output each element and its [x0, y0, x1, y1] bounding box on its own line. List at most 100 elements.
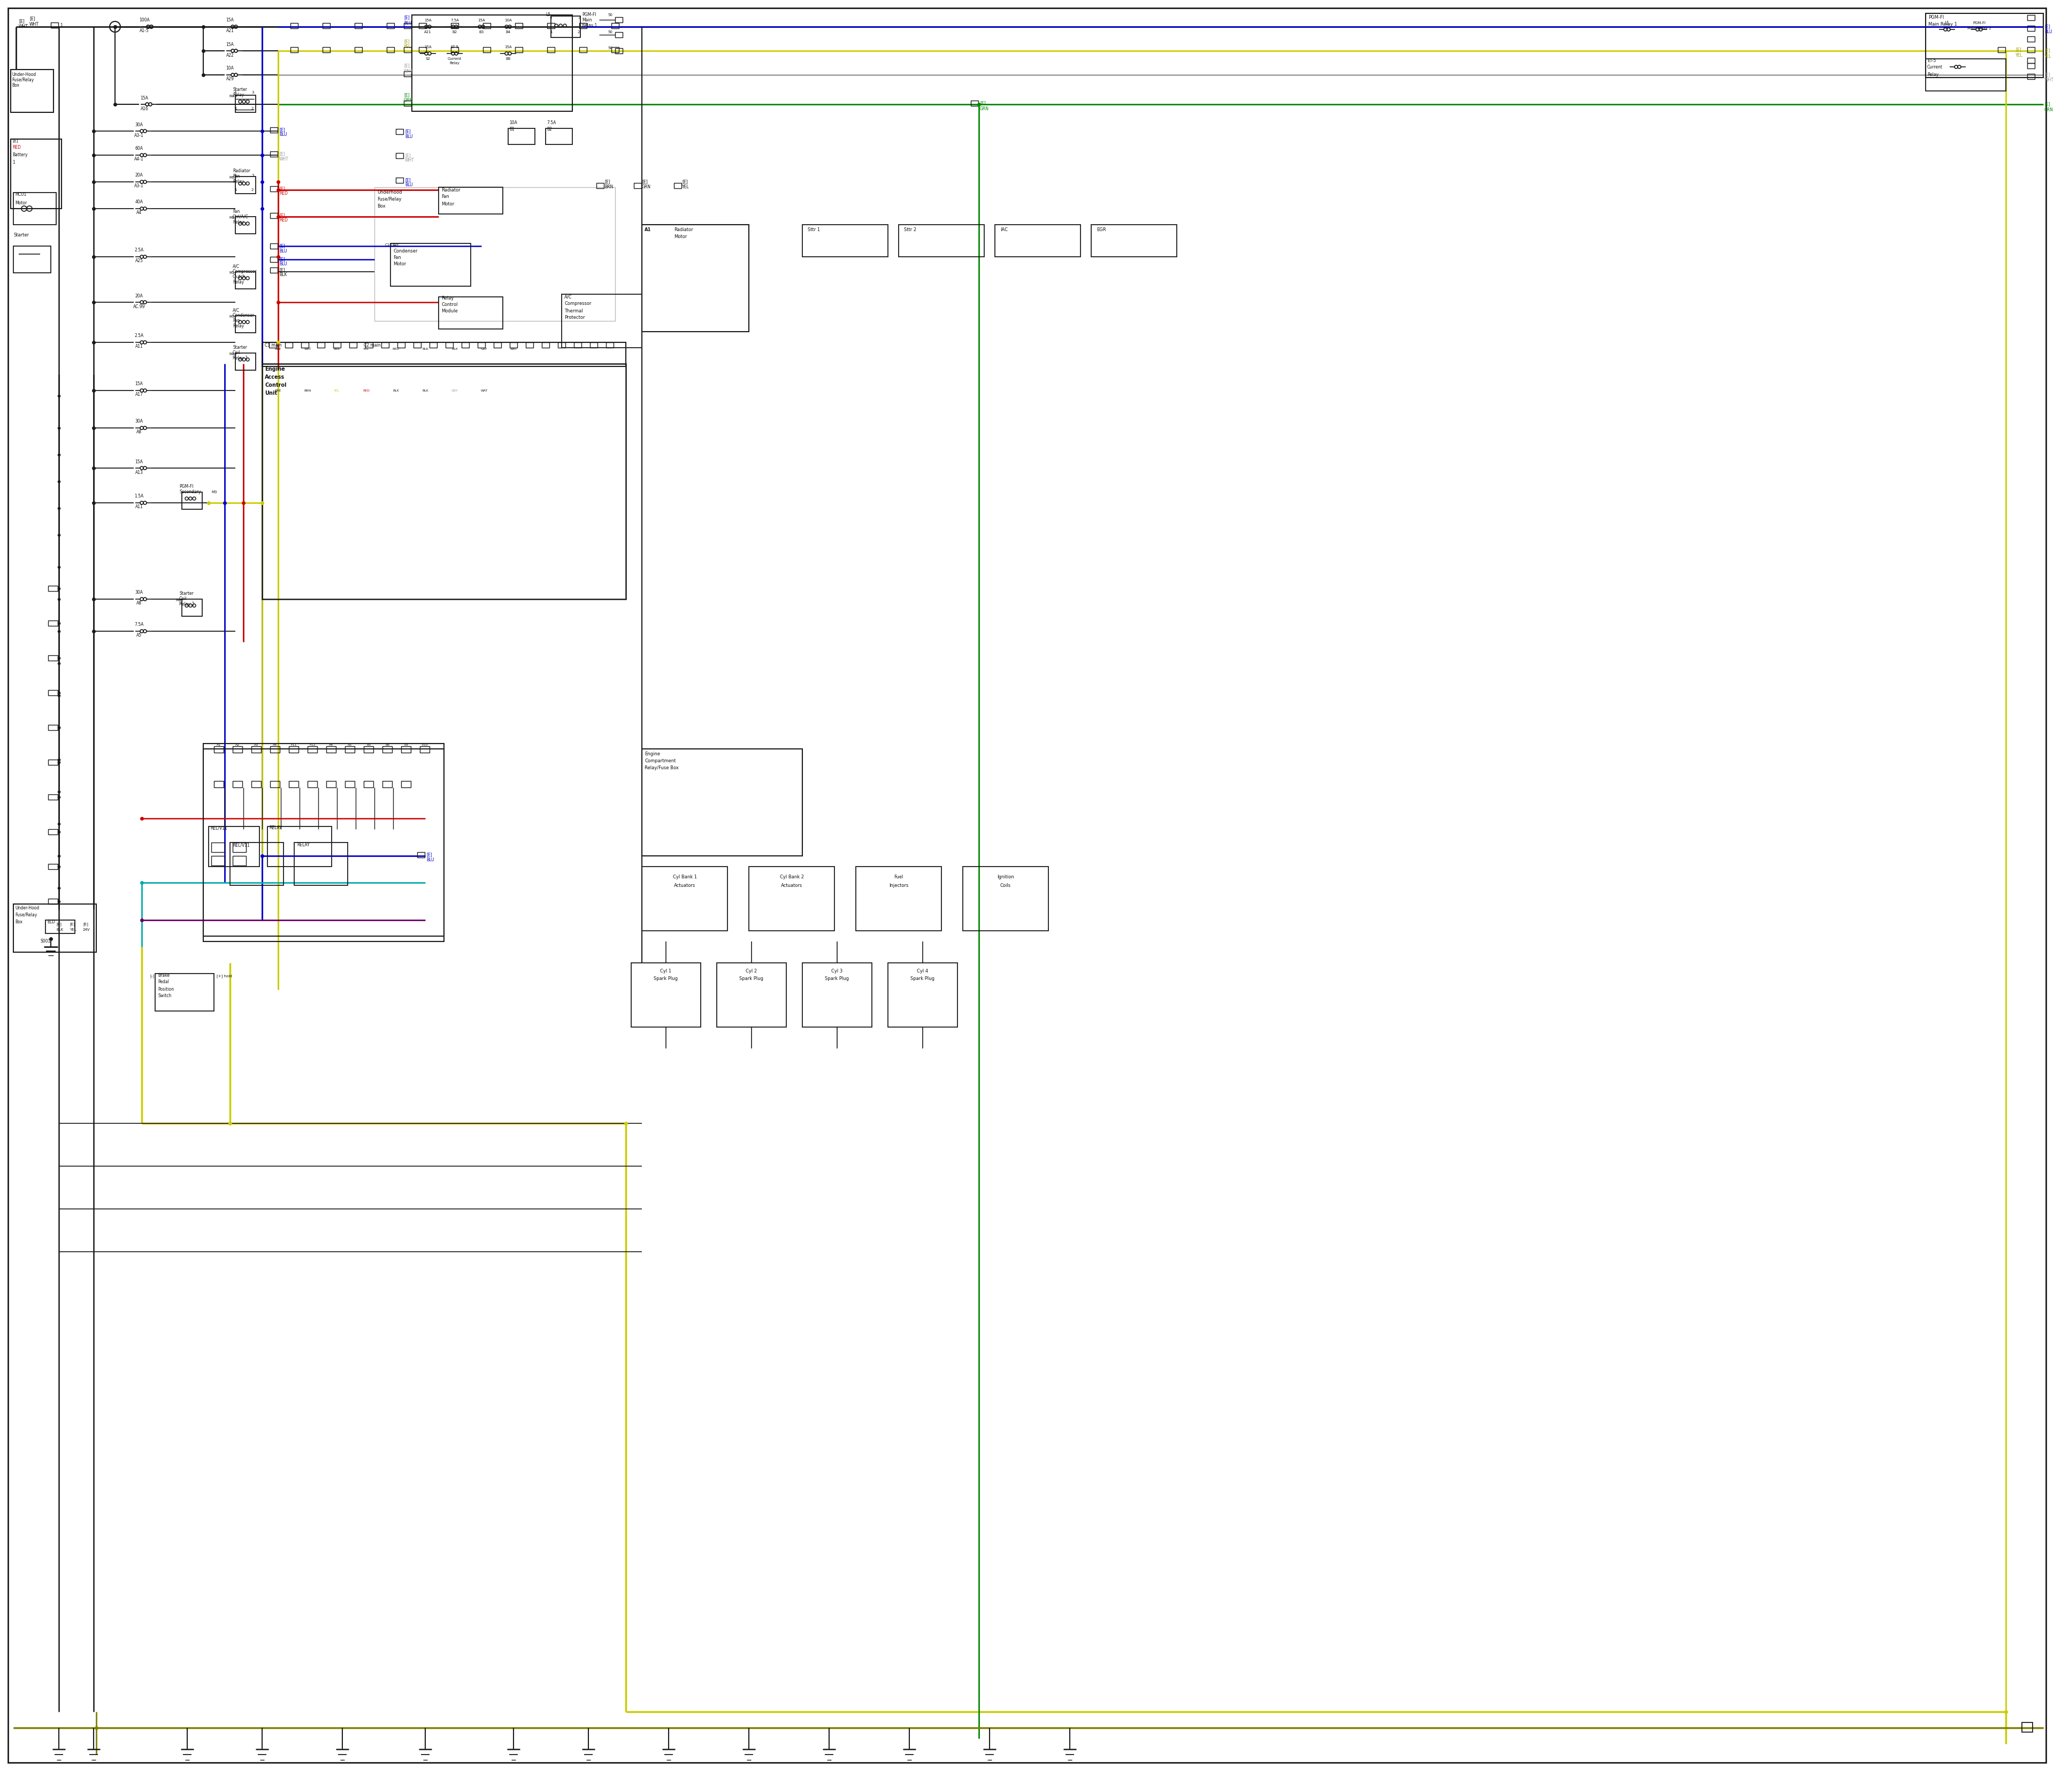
Bar — [579, 23, 587, 29]
Text: WAT: WAT — [481, 389, 487, 392]
Text: [E]: [E] — [279, 244, 286, 249]
Text: B4: B4 — [505, 30, 511, 34]
Text: 3: 3 — [251, 174, 255, 177]
Text: 7.5A: 7.5A — [134, 622, 144, 627]
Bar — [386, 47, 394, 52]
Bar — [2027, 14, 2036, 20]
Text: 24V: 24V — [82, 928, 90, 932]
Text: Compressor: Compressor — [232, 269, 257, 274]
Text: Cyl 1: Cyl 1 — [659, 968, 672, 973]
Text: BLK: BLK — [421, 348, 429, 351]
Text: M42: M42 — [228, 353, 236, 357]
Bar — [269, 342, 277, 348]
Text: 1: 1 — [550, 30, 553, 34]
Text: 100A: 100A — [140, 18, 150, 23]
Bar — [236, 353, 255, 371]
Text: BLU: BLU — [405, 134, 413, 138]
Text: [E]: [E] — [279, 152, 286, 156]
Text: A1: A1 — [645, 228, 651, 233]
Text: [E]: [E] — [405, 16, 409, 20]
Text: Fan: Fan — [232, 319, 240, 323]
Bar — [327, 745, 337, 753]
Bar — [631, 962, 700, 1027]
Bar — [271, 244, 277, 249]
Bar — [612, 23, 618, 29]
Text: L5: L5 — [546, 13, 550, 18]
Text: Spark Plug: Spark Plug — [653, 977, 678, 982]
Text: 3: 3 — [251, 91, 255, 95]
Text: [-]: [-] — [150, 975, 154, 978]
Text: Control: Control — [265, 382, 286, 387]
Text: Secondary: Secondary — [179, 489, 201, 495]
Text: Relay: Relay — [442, 296, 454, 301]
Text: M3: M3 — [212, 491, 218, 495]
Text: BLU: BLU — [279, 133, 288, 138]
Text: WHT: WHT — [405, 158, 415, 163]
Text: BRE: BRE — [275, 389, 281, 392]
Text: A21: A21 — [226, 29, 234, 34]
Text: Spark Plug: Spark Plug — [910, 977, 935, 982]
Text: A8: A8 — [136, 600, 142, 606]
Text: Sttr 2: Sttr 2 — [904, 228, 916, 233]
Bar — [10, 70, 53, 113]
Text: C1 main: C1 main — [265, 342, 281, 348]
Bar — [641, 867, 727, 930]
Bar — [419, 23, 427, 29]
Text: Relay 1: Relay 1 — [581, 23, 598, 29]
Text: BRE: BRE — [333, 348, 341, 351]
Text: 30A: 30A — [136, 122, 144, 127]
Bar — [516, 47, 522, 52]
Text: Condenser: Condenser — [392, 249, 417, 254]
Bar — [267, 826, 331, 867]
Bar — [236, 177, 255, 194]
Text: [E]: [E] — [405, 63, 409, 68]
Text: ET-5: ET-5 — [1927, 57, 1937, 63]
Bar — [210, 826, 259, 867]
Text: WHT: WHT — [18, 25, 29, 29]
Text: 2.5A: 2.5A — [134, 333, 144, 339]
Bar — [271, 256, 277, 262]
Text: 30A: 30A — [136, 419, 144, 425]
Text: RED: RED — [279, 219, 288, 222]
Text: [E]: [E] — [604, 179, 610, 185]
Bar — [405, 100, 411, 106]
Text: YEL: YEL — [682, 185, 690, 190]
Text: AC.99: AC.99 — [134, 305, 146, 308]
Text: 40A: 40A — [136, 199, 144, 204]
Bar — [271, 127, 277, 133]
Text: 15A: 15A — [226, 18, 234, 23]
Text: Injectors: Injectors — [889, 883, 908, 887]
Text: Current: Current — [1927, 65, 1943, 70]
Text: BLU: BLU — [279, 249, 288, 253]
Bar — [333, 342, 341, 348]
Text: [+] hold: [+] hold — [216, 975, 232, 978]
Bar — [516, 23, 522, 29]
Text: Radiator: Radiator — [674, 228, 692, 233]
Text: 15A: 15A — [425, 18, 431, 22]
Bar — [14, 903, 97, 952]
Text: 4: 4 — [234, 91, 236, 95]
Text: [E]: [E] — [2044, 72, 2050, 77]
Bar — [203, 749, 444, 935]
Text: Fuse/Relay: Fuse/Relay — [12, 77, 33, 82]
Bar — [183, 599, 201, 616]
Bar — [232, 781, 242, 787]
Bar — [271, 151, 277, 156]
Bar — [526, 342, 534, 348]
Text: HCU1: HCU1 — [14, 192, 27, 197]
Text: C1D1: C1D1 — [386, 244, 394, 247]
Bar — [596, 183, 604, 188]
Text: 4: 4 — [550, 16, 553, 20]
Bar — [51, 23, 58, 29]
Bar — [364, 745, 374, 753]
Text: A/C: A/C — [392, 242, 401, 247]
Bar — [290, 47, 298, 52]
Text: Underhood: Underhood — [378, 190, 403, 195]
Text: Protector: Protector — [565, 315, 585, 321]
Bar — [419, 47, 427, 52]
Text: EGR: EGR — [1097, 228, 1105, 233]
Bar — [674, 183, 682, 188]
Text: Box: Box — [12, 82, 18, 88]
Bar — [1091, 224, 1177, 256]
Text: A/C: A/C — [565, 294, 573, 299]
